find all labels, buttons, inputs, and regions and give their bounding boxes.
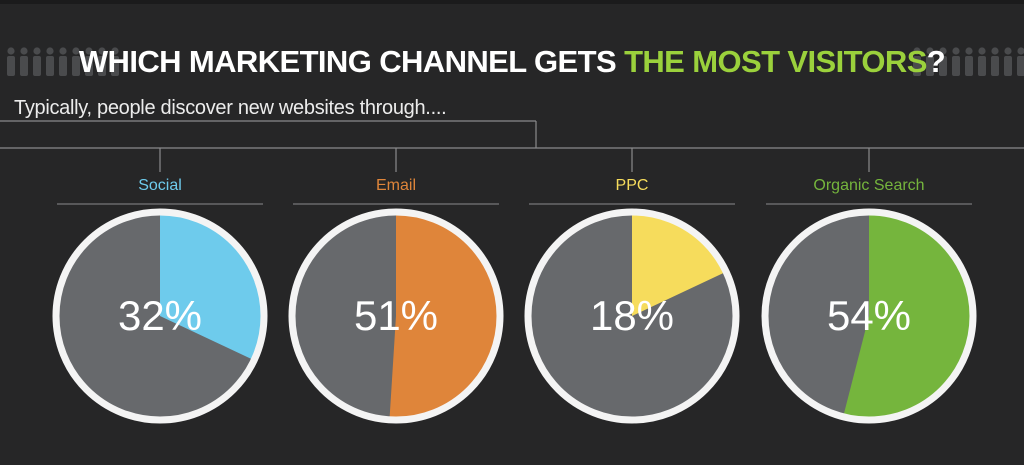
pie-value-slice (843, 212, 973, 420)
channel-label-ppc: PPC (615, 177, 649, 194)
person-silhouette-icon (991, 47, 999, 76)
channel-label-organic-search: Organic Search (813, 177, 925, 194)
person-silhouette-icon (952, 47, 960, 76)
person-silhouette-icon (59, 47, 67, 76)
page-title: WHICH MARKETING CHANNEL GETS THE MOST VI… (0, 44, 1024, 80)
title-part-3: ? (926, 44, 946, 79)
person-silhouette-icon (939, 47, 947, 76)
person-silhouette-icon (965, 47, 973, 76)
person-silhouette-icon (978, 47, 986, 76)
person-silhouette-icon (7, 47, 15, 76)
channel-label-social: Social (138, 177, 182, 194)
person-silhouette-icon (20, 47, 28, 76)
pie-chart-ppc: 18% (522, 206, 742, 426)
subtitle: Typically, people discover new websites … (14, 97, 447, 119)
pie-outer-ring (288, 208, 504, 424)
people-silhouette-decoration (7, 47, 1024, 76)
person-silhouette-icon (1004, 47, 1012, 76)
person-silhouette-icon (72, 47, 80, 76)
title-part-1: WHICH MARKETING CHANNEL GETS (78, 44, 625, 79)
person-silhouette-icon (98, 47, 106, 76)
person-silhouette-icon (926, 47, 934, 76)
pie-value-slice (389, 212, 500, 420)
channel-label-email: Email (375, 177, 416, 194)
pie-chart-organic-search: 54% (759, 206, 979, 426)
person-silhouette-icon (33, 47, 41, 76)
person-silhouette-icon (111, 47, 119, 76)
pie-outer-ring (524, 208, 740, 424)
pie-outer-ring (761, 208, 977, 424)
person-silhouette-icon (46, 47, 54, 76)
person-silhouette-icon (85, 47, 93, 76)
title-highlight: THE MOST VISITORS (624, 44, 927, 79)
pie-outer-ring (52, 208, 268, 424)
pie-value-slice (632, 212, 727, 316)
person-silhouette-icon (1017, 47, 1024, 76)
pie-chart-social: 32% (50, 206, 270, 426)
pie-chart-email: 51% (286, 206, 506, 426)
person-silhouette-icon (913, 47, 921, 76)
